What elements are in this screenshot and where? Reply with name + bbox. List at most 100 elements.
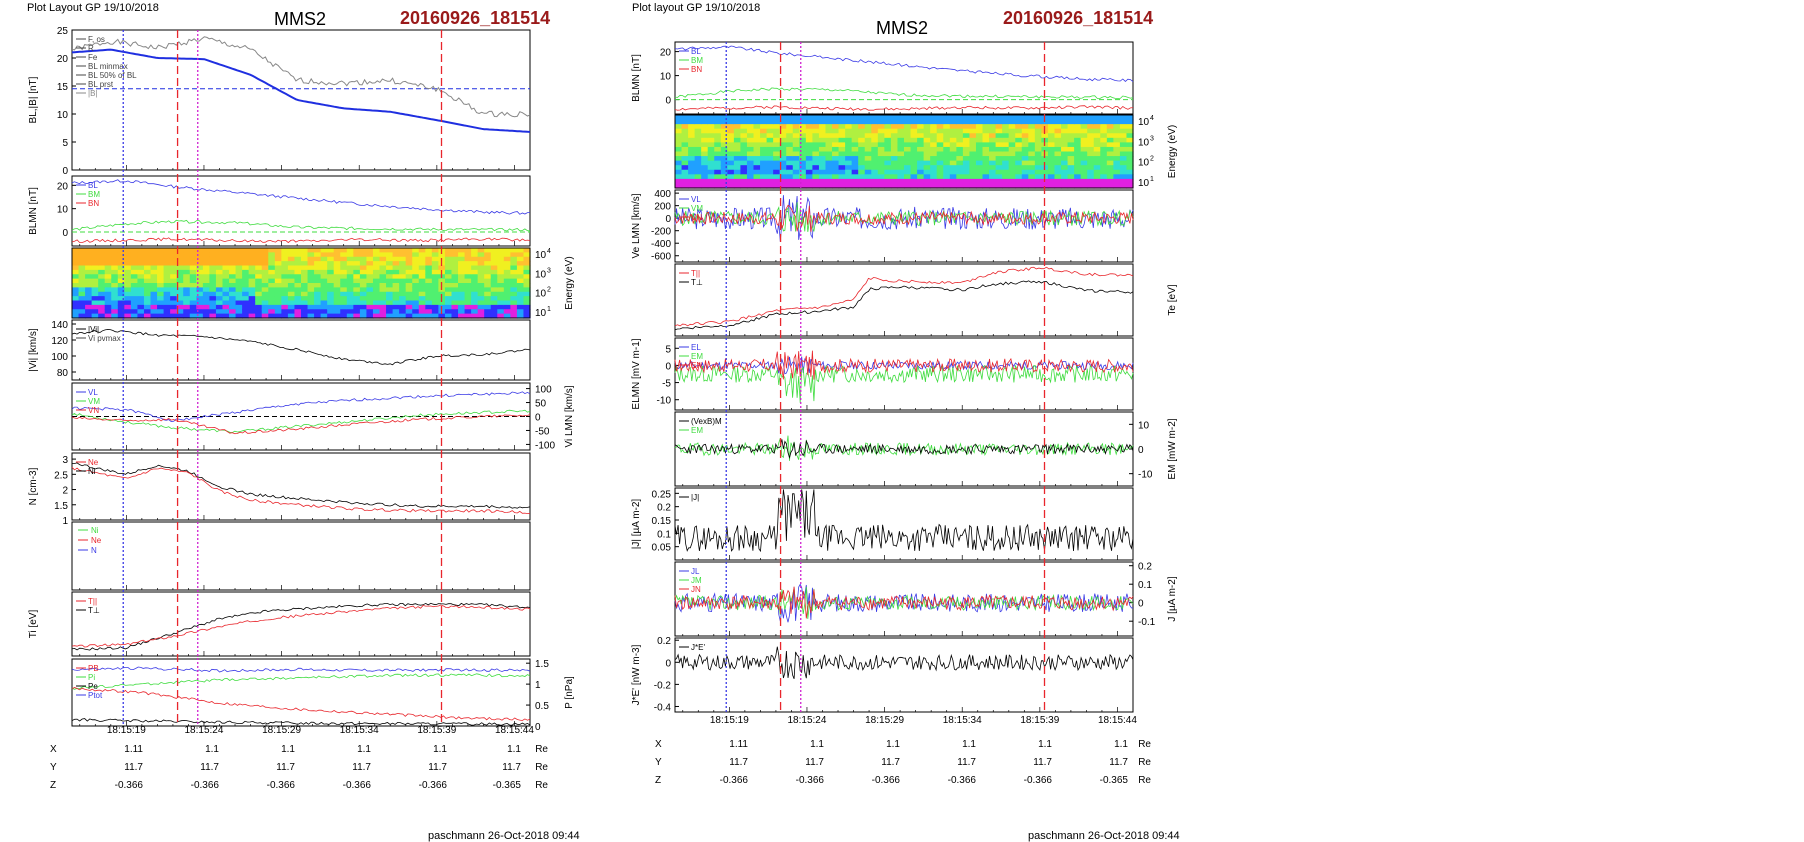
right-panel-2-cell: [753, 156, 761, 162]
right-panel-2-cell: [995, 160, 1003, 166]
left-panel-3-cell: [327, 256, 335, 262]
left-panel-3-cell: [111, 261, 119, 267]
left-panel-3-cell: [490, 269, 498, 275]
left-panel-3-cell: [196, 304, 204, 310]
right-panel-8-ytick-label: 0.2: [1138, 562, 1152, 573]
left-panel-3-cell: [294, 252, 302, 258]
left-panel-3-cell: [366, 269, 374, 275]
left-panel-3-cell: [183, 309, 191, 315]
left-panel-3-cell: [412, 269, 420, 275]
right-panel-2-cell: [707, 115, 715, 121]
right-panel-2-cell: [838, 142, 846, 148]
left-panel-3-cell: [333, 261, 341, 267]
right-panel-2-cell: [694, 183, 702, 189]
left-panel-3-cell: [346, 261, 354, 267]
left-panel-3-cell: [137, 256, 145, 262]
right-panel-2-cell: [786, 128, 794, 134]
right-panel-2-cell: [1021, 137, 1029, 143]
right-panel-2-cell: [904, 183, 912, 189]
left-ephem-value: -0.366: [343, 780, 372, 791]
right-panel-2-cell: [773, 165, 781, 171]
left-panel-4-ylabel: |Vi| [km/s]: [28, 328, 39, 372]
right-panel-2-cell: [1106, 137, 1114, 143]
left-panel-3-cell: [314, 269, 322, 275]
right-panel-2-cell: [930, 133, 938, 139]
right-panel-2-cell: [1080, 183, 1088, 189]
left-panel-3-cell: [170, 265, 178, 271]
right-panel-2-cell: [1034, 151, 1042, 157]
right-panel-2-cell: [701, 124, 709, 130]
right-panel-2-cell: [904, 128, 912, 134]
left-panel-3-cell: [163, 309, 171, 315]
left-panel-3-cell: [372, 313, 381, 319]
right-panel-2-cell: [753, 160, 761, 166]
left-panel-3-cell: [412, 278, 420, 284]
left-panel-3-cell: [379, 265, 387, 271]
right-panel-2-cell: [904, 119, 912, 125]
right-panel-2-cell: [792, 133, 800, 139]
left-panel-9-ytick-label: 1: [535, 680, 541, 691]
left-panel-2-legend-label: BN: [88, 199, 99, 208]
left-panel-3-cell: [346, 252, 354, 258]
left-panel-3-cell: [301, 252, 309, 258]
left-panel-2-ytick-label: 20: [57, 181, 69, 192]
right-panel-2-cell: [733, 115, 742, 121]
left-panel-3-cell: [255, 283, 263, 288]
right-panel-2-cell: [969, 160, 977, 166]
left-panel-3-cell: [340, 261, 348, 267]
right-panel-2-cell: [936, 169, 944, 175]
left-panel-3-cell: [418, 278, 426, 284]
left-panel-6-ytick-label: 2: [62, 486, 68, 497]
left-panel-3-cell: [137, 252, 145, 258]
right-panel-2-cell: [766, 156, 774, 162]
left-ephem-value: 1.1: [433, 744, 447, 755]
left-panel-3-cell: [248, 278, 256, 284]
left-panel-3-cell: [464, 265, 472, 271]
right-panel-2-cell: [897, 151, 905, 157]
left-panel-3-cell: [78, 313, 86, 319]
right-panel-2-cell: [818, 169, 827, 175]
right-panel-2-cell: [1008, 165, 1016, 171]
right-panel-2-cell: [1074, 115, 1082, 121]
right-panel-2-cell: [1119, 142, 1128, 148]
right-panel-2-cell: [1047, 119, 1056, 125]
right-panel-2-cell: [995, 151, 1003, 157]
left-panel-3-cell: [242, 256, 250, 262]
right-panel-2-cell: [989, 178, 997, 185]
left-panel-8-ylabel: Ti [eV]: [28, 610, 39, 639]
left-panel-3-cell: [91, 283, 99, 288]
left-panel-6-series-ne: [71, 466, 531, 515]
right-panel-2-cell: [858, 169, 866, 175]
left-panel-3-cell: [287, 248, 296, 253]
left-panel-3-cell: [359, 313, 368, 319]
left-panel-3-cell: [451, 248, 459, 253]
right-panel-2-cell: [701, 142, 709, 148]
left-panel-3-ytick-label: 10: [535, 269, 547, 280]
right-panel-2-cell: [995, 119, 1003, 125]
left-panel-3-cell: [157, 300, 165, 306]
left-panel-3-cell: [307, 252, 315, 258]
left-panel-3-cell: [130, 265, 139, 271]
left-panel-3-cell: [353, 300, 361, 306]
left-panel-3-cell: [386, 287, 394, 293]
right-panel-2-cell: [766, 174, 774, 180]
left-panel-3-cell: [72, 309, 80, 315]
left-panel-3-ytick-exp: 2: [547, 287, 551, 294]
left-panel-3-cell: [320, 287, 328, 293]
left-panel-3-cell: [399, 252, 407, 258]
right-panel-2-cell: [799, 156, 807, 162]
left-panel-3-cell: [497, 248, 505, 253]
left-panel-3-cell: [458, 274, 466, 280]
left-ephem-value: 11.7: [428, 762, 447, 773]
left-panel-3-cell: [294, 248, 302, 253]
left-panel-3-cell: [451, 283, 459, 288]
right-panel-2-cell: [1021, 174, 1029, 180]
left-panel-3-cell: [274, 287, 282, 293]
left-panel-3-cell: [399, 256, 407, 262]
right-panel-2-cell: [917, 178, 925, 185]
right-panel-2-cell: [760, 137, 768, 143]
left-panel-3-frame: [71, 247, 531, 319]
right-panel-2-cell: [766, 142, 774, 148]
left-spacecraft-title: MMS2: [274, 9, 327, 29]
left-panel-3-cell: [444, 256, 453, 262]
